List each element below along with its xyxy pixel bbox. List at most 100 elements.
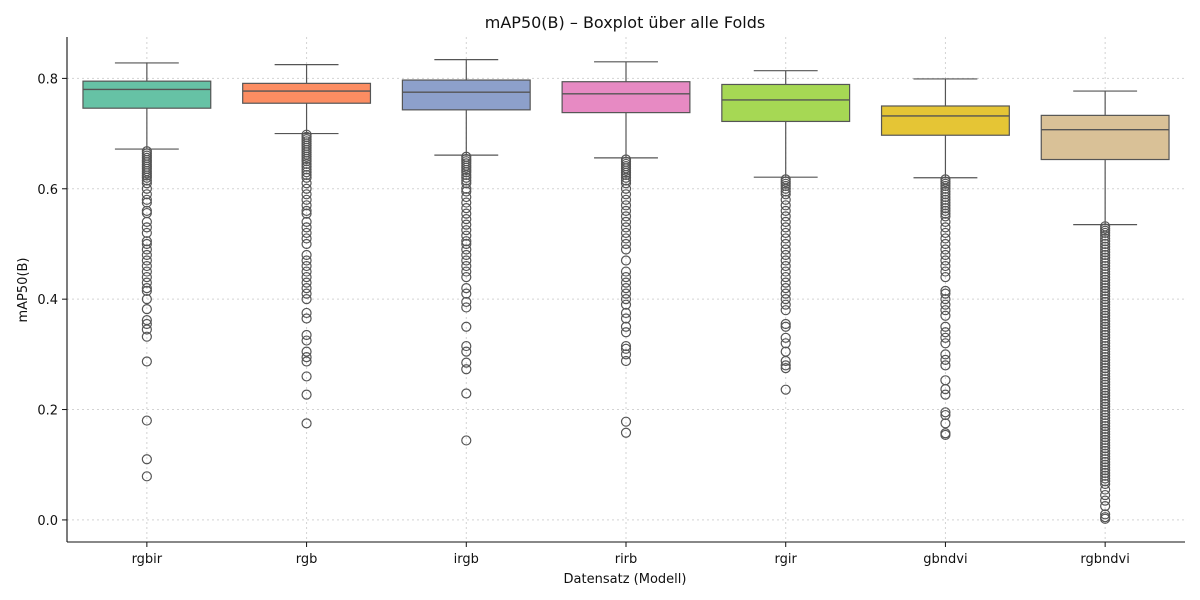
- outlier-point: [1100, 440, 1111, 451]
- outlier-point: [301, 277, 312, 288]
- outlier-point: [780, 363, 791, 374]
- boxplot-group-rgir: [721, 70, 851, 395]
- outlier-point: [1100, 396, 1111, 407]
- outlier-point: [1100, 379, 1111, 390]
- outlier-point: [461, 191, 472, 203]
- outlier-point: [1100, 247, 1111, 258]
- outlier-point: [1100, 415, 1111, 426]
- outlier-point: [461, 225, 472, 236]
- outlier-point: [620, 211, 632, 222]
- outlier-point: [1100, 313, 1111, 324]
- outlier-point: [461, 296, 472, 308]
- outlier-point: [780, 180, 791, 192]
- outlier-point: [1100, 244, 1111, 255]
- outlier-point: [1100, 495, 1111, 506]
- outlier-point: [1100, 258, 1111, 269]
- outlier-point: [301, 255, 312, 266]
- outlier-point: [301, 313, 312, 324]
- outlier-point: [141, 238, 152, 250]
- outlier-point: [780, 216, 791, 227]
- outlier-point: [940, 191, 951, 203]
- outlier-point: [461, 346, 472, 357]
- outlier-point: [461, 244, 472, 255]
- outlier-point: [1100, 357, 1111, 368]
- outlier-point: [461, 172, 472, 183]
- outlier-point: [1100, 233, 1111, 244]
- outlier-point: [461, 435, 472, 446]
- outlier-point: [940, 338, 951, 349]
- outlier-point: [141, 172, 152, 183]
- outlier-point: [1100, 249, 1111, 261]
- outlier-point: [1100, 513, 1111, 524]
- outlier-point: [141, 283, 152, 294]
- outlier-point: [301, 156, 312, 167]
- outlier-point: [301, 352, 312, 363]
- outlier-point: [940, 327, 951, 338]
- outlier-point: [1100, 426, 1111, 437]
- outlier-point: [1100, 277, 1111, 288]
- outlier-point: [1100, 274, 1111, 285]
- outlier-point: [620, 307, 632, 319]
- outlier-point: [461, 321, 472, 332]
- outlier-point: [1100, 462, 1111, 473]
- outlier-point: [141, 356, 152, 367]
- outlier-point: [301, 371, 312, 382]
- outlier-point: [1100, 445, 1111, 457]
- outlier-point: [940, 222, 951, 233]
- outlier-point: [461, 197, 472, 208]
- outlier-point: [1100, 318, 1111, 330]
- outlier-point: [620, 294, 632, 305]
- outlier-point: [461, 260, 472, 272]
- outlier-point: [940, 202, 951, 214]
- outlier-point: [620, 349, 632, 360]
- axis-layer: 0.0 0.2 0.4 0.6 0.8 rgbir rgb irgb rirb rgir gbndv…: [37, 37, 1185, 567]
- outlier-point: [301, 161, 312, 172]
- outlier-point: [940, 349, 951, 360]
- y-axis-label: mAP50(B): [16, 258, 31, 323]
- outlier-point: [1100, 390, 1111, 401]
- x-tick-label: gbndvi: [923, 552, 967, 567]
- outlier-point: [620, 238, 632, 250]
- outlier-point: [1100, 501, 1111, 512]
- outlier-point: [620, 205, 632, 216]
- outlier-point: [620, 288, 632, 299]
- outlier-point: [940, 216, 951, 227]
- outlier-point: [1100, 387, 1111, 399]
- outlier-point: [1100, 340, 1111, 352]
- outlier-point: [1100, 263, 1111, 274]
- outlier-point: [301, 183, 312, 194]
- outlier-point: [141, 318, 152, 330]
- y-tick-label: 0.8: [37, 72, 58, 87]
- outlier-point: [940, 305, 951, 316]
- outlier-point: [1100, 434, 1111, 445]
- outlier-point: [1100, 227, 1111, 239]
- outlier-point: [620, 271, 632, 283]
- outlier-point: [780, 200, 791, 211]
- outlier-point: [940, 205, 951, 216]
- outlier-point: [1100, 241, 1111, 252]
- outlier-point: [1100, 423, 1111, 434]
- outlier-point: [301, 335, 312, 346]
- outlier-point: [940, 354, 951, 365]
- outlier-point: [1100, 420, 1111, 432]
- outlier-point: [940, 384, 951, 395]
- outlier-point: [780, 332, 791, 343]
- outlier-point: [780, 294, 791, 305]
- boxplot-group-rgbndvi: [1040, 90, 1170, 524]
- outlier-point: [141, 303, 152, 315]
- outlier-point: [620, 189, 632, 200]
- outlier-point: [301, 216, 312, 227]
- outlier-point: [141, 266, 152, 277]
- outlier-point: [940, 238, 951, 250]
- outlier-point: [301, 233, 312, 244]
- outlier-point: [1100, 382, 1111, 393]
- outlier-point: [1100, 454, 1111, 465]
- outlier-point: [620, 183, 632, 194]
- outlier-point: [461, 388, 472, 399]
- outlier-point: [301, 346, 312, 357]
- outlier-point: [620, 427, 632, 438]
- outlier-point: [1100, 465, 1111, 476]
- outlier-point: [780, 260, 791, 272]
- outlier-point: [1100, 280, 1111, 291]
